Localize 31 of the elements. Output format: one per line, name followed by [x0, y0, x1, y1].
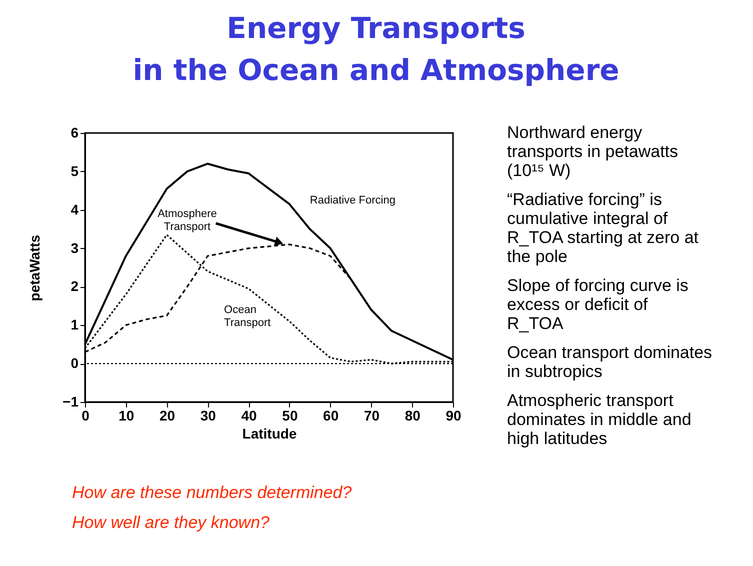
- y-tick-label: 2: [70, 278, 79, 294]
- y-tick-label: 6: [70, 124, 79, 140]
- text: How well are they known?: [72, 513, 270, 532]
- x-tick-label: 50: [282, 408, 298, 424]
- series-label: Ocean Transport: [224, 304, 271, 330]
- text: Northward energy transports in petawatts (10¹⁵ W): [507, 123, 678, 180]
- text: How are these numbers determined?: [72, 483, 352, 502]
- x-tick-label: 30: [200, 408, 216, 424]
- y-axis-title: petaWatts: [26, 234, 43, 302]
- x-tick-label: 60: [323, 408, 339, 424]
- chart-title: Energy Transports in the Ocean and Atmosphere: [132, 11, 620, 87]
- y-tick-label: −1: [62, 394, 79, 410]
- text: Atmospheric transport dominates in middle and high latitudes: [507, 391, 692, 448]
- x-tick-label: 80: [404, 408, 421, 424]
- x-tick-label: 40: [241, 408, 258, 424]
- y-tick-label: 3: [70, 240, 79, 256]
- series-label: Radiative Forcing: [310, 194, 396, 206]
- y-tick-label: 0: [70, 355, 79, 372]
- y-tick-label: 1: [70, 316, 79, 333]
- x-axis-title: Latitude: [242, 426, 297, 442]
- x-tick-label: 0: [82, 408, 90, 424]
- text: Ocean transport dominates in subtropics: [507, 343, 712, 381]
- series-label: Atmosphere Transport: [158, 208, 217, 233]
- x-tick-label: 20: [159, 408, 176, 424]
- y-tick-label: 4: [70, 201, 79, 218]
- x-tick-label: 10: [118, 408, 134, 424]
- x-tick-label: 70: [364, 408, 380, 424]
- x-tick-label: 90: [446, 408, 462, 424]
- text: “Radiative forcing” is cumulative integral of R_TOA starting at zero at the pole: [507, 190, 699, 266]
- y-tick-label: 5: [70, 162, 79, 179]
- text: Slope of forcing curve is excess or deficit of R_TOA: [507, 276, 688, 333]
